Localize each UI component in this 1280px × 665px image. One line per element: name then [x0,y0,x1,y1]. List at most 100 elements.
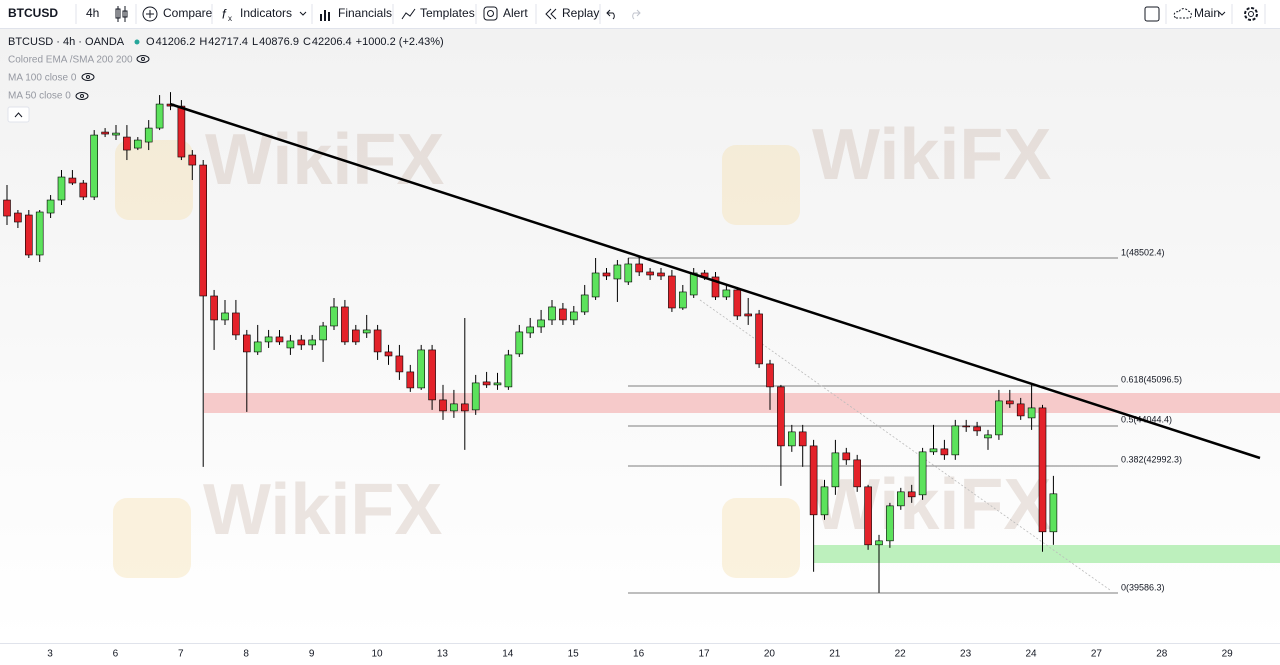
candle-body [537,319,545,328]
x-tick-label: 13 [437,649,449,660]
ohlc-label: C [303,36,311,48]
candle-body [875,540,883,546]
candle-body [580,294,589,313]
candle-body [766,363,774,388]
support-zone [814,545,1280,563]
candle-body [264,336,273,343]
legend-title: BTCUSD · 4h · OANDA [8,36,125,48]
resistance-zone [204,393,1280,413]
candle-body [1005,400,1014,405]
replay-icon[interactable] [545,8,557,20]
chart-background [0,29,1280,643]
indicator-name: MA 100 close 0 [8,73,77,84]
compare-icon[interactable] [142,6,158,22]
compare[interactable]: Compare [163,6,213,20]
candle-body [787,431,796,447]
settings-icon[interactable] [1244,7,1258,21]
fibonacci [628,257,1118,594]
candle-body [1049,493,1058,533]
candle-body [253,341,262,353]
candle-body [417,349,426,389]
candle-body [79,182,88,198]
replay[interactable]: Replay [562,6,599,20]
candle-body [112,132,120,136]
redo[interactable] [632,9,641,20]
candle-body [330,306,338,327]
candle-body [14,212,22,223]
candle-body [243,334,251,353]
candle-body [1027,407,1036,419]
candle-body [297,339,306,346]
interval[interactable]: 4h [86,6,99,20]
undo[interactable] [606,9,615,20]
eye-icons[interactable] [75,55,150,100]
candle-body [864,486,872,546]
x-tick-label: 23 [960,649,972,660]
x-tick-label: 10 [371,649,383,660]
candle-body [221,312,229,321]
candle-body [591,272,600,298]
candle-body [68,177,77,184]
ohlc-value: 42206.4 [312,36,352,48]
candle-body [646,271,654,276]
fullscreen[interactable] [1144,6,1160,22]
candle-body [3,199,11,217]
candle-body [428,349,436,401]
alert[interactable]: Alert [503,6,528,20]
fx-icon-sub: x [228,14,232,23]
dropdown-arrow[interactable] [299,11,307,16]
market-status [134,39,140,45]
candle-body [777,386,785,447]
candle-body [362,329,371,334]
templates-icon[interactable] [401,8,416,20]
candle-body [984,434,992,439]
indicators[interactable]: Indicators [240,6,292,20]
layout-name[interactable]: Main [1194,6,1220,20]
candle-body [853,459,862,488]
candle-body [504,354,513,388]
symbol[interactable]: BTCUSD [8,6,58,20]
fx-icon[interactable]: f [222,6,227,21]
chart-type-icon[interactable] [115,6,128,22]
cloud-icon[interactable] [1173,8,1192,19]
candle-body [134,139,142,149]
candle-body [755,313,763,365]
candle-body [155,103,164,129]
candle-body [177,105,186,158]
candle-body [286,340,295,349]
candle-body [842,452,851,461]
financials[interactable]: Financials [338,6,392,20]
candle-body [1038,407,1047,533]
candle-body [395,355,404,373]
candle-body [548,306,556,321]
alert-icon[interactable] [483,6,498,21]
x-tick-label: 3 [47,649,53,660]
indicator-name: MA 50 close 0 [8,91,71,102]
collapse-button[interactable] [7,106,30,123]
templates[interactable]: Templates [420,6,475,20]
fib-label: 0.5(44044.4) [1121,414,1172,424]
toolbar-bg [0,0,1280,28]
candle-body [373,329,382,353]
candle-body [744,313,753,317]
candle-body [439,399,447,412]
dropdown-arrow[interactable] [1218,11,1226,16]
candle-body [635,263,644,273]
x-tick-label: 6 [113,649,119,660]
candle-body [482,381,491,386]
candle-body [123,136,131,151]
ohlc-label: H [199,36,207,48]
candle-body [188,154,197,166]
x-tick-label: 16 [633,649,645,660]
toolbar: BTCUSD 4h Compare f x Indicators Financi… [0,0,1280,29]
candle-body [820,486,829,516]
x-tick-label: 14 [502,649,514,660]
x-tick-label: 7 [178,649,184,660]
watermark-logo [113,498,191,578]
candle-body [341,306,349,343]
x-tick-label: 20 [764,649,776,660]
candle-body [384,351,393,357]
candle-body [613,264,622,280]
financials-icon[interactable] [320,10,330,21]
